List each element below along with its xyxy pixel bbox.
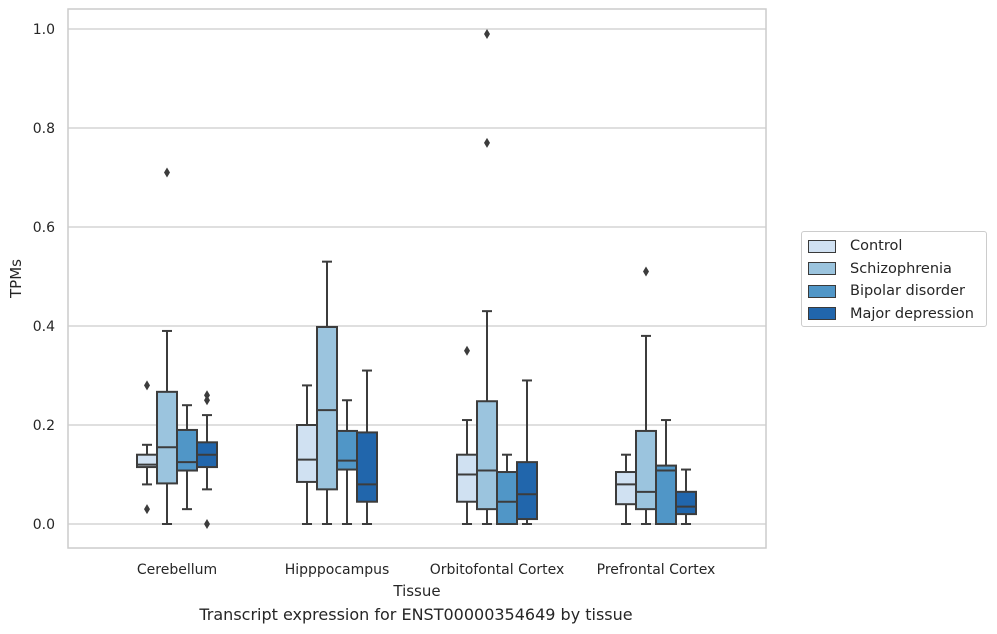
legend-swatch <box>808 284 836 298</box>
y-tick-labels: 0.0 0.2 0.4 0.6 0.8 1.0 <box>33 22 55 533</box>
box-iqr <box>516 461 538 521</box>
box-iqr <box>336 429 358 471</box>
x-tick-label: Prefrontal Cortex <box>597 562 716 578</box>
box-schizophrenia <box>316 260 338 525</box>
legend-item: Schizophrenia <box>808 258 986 281</box>
box-major-depression <box>675 468 697 525</box>
outlier-point <box>484 28 490 39</box>
y-tick-label: 0.4 <box>33 319 55 335</box>
box-iqr <box>635 429 657 511</box>
box-major-depression <box>196 390 218 529</box>
outlier-point <box>144 380 150 391</box>
box-control <box>296 384 318 525</box>
box-control <box>456 345 478 525</box>
legend-swatch <box>808 239 836 253</box>
y-axis-title: TPMs <box>7 259 25 299</box>
outlier-point <box>464 345 470 356</box>
box-bipolar-disorder <box>336 399 358 525</box>
outlier-point <box>204 395 210 406</box>
x-tick-label: Cerebellum <box>137 562 217 578</box>
y-tick-label: 0.6 <box>33 220 55 236</box>
y-tick-label: 1.0 <box>33 22 55 38</box>
box-iqr <box>156 390 178 485</box>
box-schizophrenia <box>156 167 178 525</box>
box-major-depression <box>356 369 378 525</box>
legend-item: Bipolar disorder <box>808 280 986 303</box>
box-iqr <box>615 471 637 506</box>
y-tick-label: 0.2 <box>33 418 55 434</box>
figure-caption: Transcript expression for ENST0000035464… <box>199 605 633 624</box>
legend-item: Major depression <box>808 303 986 326</box>
x-tick-label: Hipppocampus <box>285 562 390 578</box>
box-schizophrenia <box>476 28 498 525</box>
legend-label: Major depression <box>850 305 974 322</box>
outlier-point <box>204 519 210 529</box>
box-iqr <box>456 453 478 503</box>
box-iqr <box>675 490 697 516</box>
box-iqr <box>476 400 498 511</box>
box-schizophrenia <box>635 266 657 525</box>
y-tick-label: 0.8 <box>33 121 55 137</box>
outlier-point <box>643 266 649 277</box>
box-iqr <box>356 431 378 503</box>
outlier-point <box>164 167 170 178</box>
box-iqr <box>296 424 318 483</box>
x-tick-labels: Cerebellum Hipppocampus Orbitofontal Corte… <box>137 562 715 578</box>
legend-label: Bipolar disorder <box>850 283 965 300</box>
box-bipolar-disorder <box>496 453 518 525</box>
box-iqr <box>655 464 677 525</box>
box-control <box>136 380 158 515</box>
outlier-point <box>484 137 490 148</box>
legend-swatch <box>808 262 836 276</box>
box-iqr <box>316 325 338 491</box>
box-iqr <box>176 428 198 472</box>
legend: Control Schizophrenia Bipolar disorder Majo… <box>801 231 987 327</box>
box-bipolar-disorder <box>176 404 198 511</box>
legend-label: Schizophrenia <box>850 260 952 277</box>
outlier-point <box>144 504 150 515</box>
legend-item: Control <box>808 235 986 258</box>
box-bipolar-disorder <box>655 419 677 525</box>
x-tick-label: Orbitofontal Cortex <box>430 562 565 578</box>
plot-frame <box>67 8 767 549</box>
legend-swatch <box>808 307 836 321</box>
box-groups <box>136 28 697 529</box>
box-control <box>615 453 637 525</box>
legend-label: Control <box>850 238 903 255</box>
box-iqr <box>496 471 518 525</box>
y-tick-label: 0.0 <box>33 517 55 533</box>
x-axis-title: Tissue <box>392 582 440 600</box>
box-major-depression <box>516 379 538 525</box>
